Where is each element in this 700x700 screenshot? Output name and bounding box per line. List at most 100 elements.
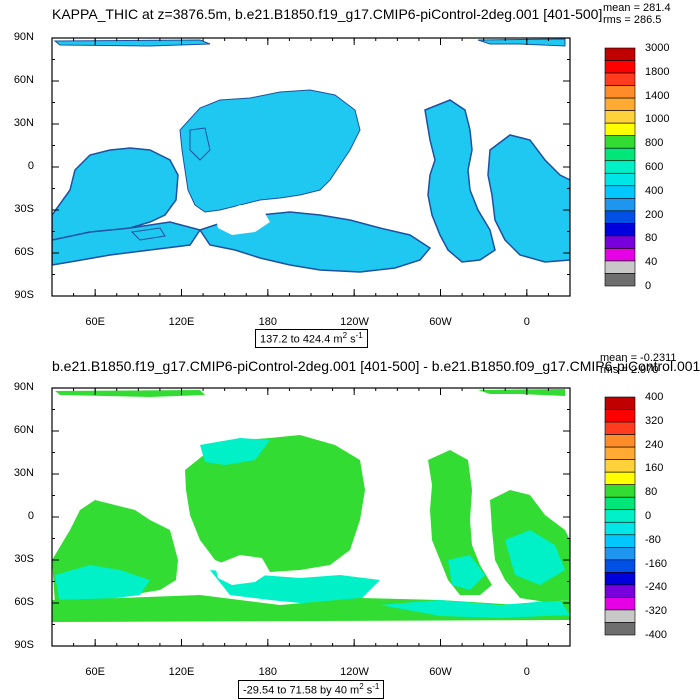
top-colorbar-label: 1400	[645, 89, 670, 102]
top-colorbar-swatch	[604, 248, 636, 262]
top-range-suffix: s	[347, 333, 356, 346]
top-colorbar-swatch	[604, 198, 636, 212]
bottom-colorbar-swatch	[604, 409, 636, 423]
bottom-colorbar-label: -320	[645, 605, 668, 618]
top-colorbar-label: 600	[645, 161, 664, 173]
top-colorbar-label: 40	[645, 256, 658, 269]
top-island-a	[189, 127, 211, 161]
top-colorbar-swatch	[604, 110, 636, 124]
bottom-colorbar-label: 0	[645, 510, 652, 522]
top-xtick-label: 120W	[340, 316, 369, 328]
top-ytick-label: 30S	[14, 203, 34, 215]
top-xtick-label: 120E	[168, 316, 195, 328]
bottom-colorbar-swatch	[604, 396, 636, 410]
bottom-colorbar-swatch	[604, 421, 636, 435]
top-range-suffix-exp: -1	[355, 331, 363, 340]
top-colorbar-swatch	[604, 97, 636, 111]
bottom-southern-cyan	[380, 600, 570, 618]
bottom-colorbar-label: 320	[645, 414, 664, 427]
bottom-ytick-label: 60N	[13, 424, 34, 436]
top-colorbar-label: 200	[645, 208, 664, 221]
bottom-colorbar-label: -160	[645, 557, 668, 570]
top-colorbar-swatch	[604, 172, 636, 187]
top-colorbar-swatch	[604, 85, 636, 99]
bottom-colorbar-label: 400	[645, 391, 664, 403]
top-mean: mean = 281.4	[603, 2, 671, 14]
top-colorbar-swatch	[604, 210, 636, 224]
bottom-pacific-cyan-north	[200, 438, 270, 465]
bottom-map-field	[52, 388, 570, 646]
bottom-colorbar-label: 240	[645, 438, 664, 451]
bottom-ytick-label: 90S	[14, 639, 34, 651]
top-colorbar-label: 1000	[645, 113, 670, 126]
bottom-colorbar-swatch	[604, 547, 636, 561]
top-colorbar-label: 0	[645, 280, 652, 292]
bottom-colorbar-swatch	[604, 496, 636, 511]
bottom-colorbar-label: -80	[645, 533, 661, 546]
bottom-range-exp: 2	[359, 682, 364, 691]
top-atlantic-east	[487, 134, 570, 263]
top-colorbar-label: 1800	[645, 65, 670, 78]
top-colorbar-swatch	[604, 235, 636, 249]
bottom-colorbar-swatch	[604, 459, 636, 473]
bottom-range-label: -29.54 to 71.58 by 40 m2 s-1	[238, 680, 385, 699]
bottom-colorbar-swatch	[604, 597, 636, 611]
bottom-arctic-band-west	[55, 390, 205, 397]
top-ytick-label: 30N	[13, 117, 34, 129]
top-pacific-north	[179, 89, 361, 213]
bottom-xtick-label: 0	[523, 666, 530, 678]
top-atlantic	[424, 99, 496, 263]
top-range-label: 137.2 to 424.4 m2 s-1	[255, 329, 368, 348]
top-range-text: 137.2 to 424.4 m	[260, 333, 343, 346]
top-colorbar-label: 800	[645, 137, 664, 150]
bottom-land-gap	[368, 490, 420, 565]
bottom-atlantic	[428, 450, 492, 595]
top-colorbar-swatch	[604, 147, 636, 162]
bottom-xtick-label: 120E	[168, 666, 195, 678]
top-arctic-band-east	[477, 38, 566, 47]
top-colorbar-label: 80	[645, 232, 658, 245]
top-land-australia	[215, 205, 270, 235]
top-colorbar-swatch	[604, 260, 636, 274]
bottom-colorbar-swatch	[604, 534, 636, 548]
top-colorbar-swatch	[604, 60, 636, 74]
top-map-field	[52, 38, 570, 296]
top-rms: rms = 286.5	[603, 14, 662, 26]
bottom-rms: rms = 2.970	[600, 364, 659, 376]
bottom-xtick-label: 120W	[340, 666, 369, 678]
top-plot-title: KAPPA_THIC at z=3876.5m, b.e21.B1850.f19…	[52, 6, 603, 22]
bottom-range-suffix-exp: -1	[372, 682, 380, 691]
bottom-ytick-label: 60S	[14, 596, 34, 608]
bottom-ytick-label: 90N	[13, 381, 34, 393]
bottom-colorbar-label: 160	[645, 462, 664, 475]
bottom-indian-cyan	[55, 565, 150, 605]
bottom-atlantic-east-cyan	[505, 530, 565, 585]
top-colorbar-swatch	[604, 185, 636, 199]
top-colorbar-label: 3000	[645, 42, 670, 54]
bottom-atlantic-cyan	[448, 555, 485, 590]
bottom-mean: mean = -0.2311	[600, 352, 677, 364]
bottom-ytick-label: 0	[27, 510, 34, 522]
top-land-gap	[365, 140, 420, 215]
bottom-colorbar-swatch	[604, 584, 636, 598]
bottom-xtick-label: 60W	[429, 666, 452, 678]
bottom-colorbar-swatch	[604, 559, 636, 573]
top-colorbar-swatch	[604, 47, 636, 61]
top-ytick-label: 60S	[14, 246, 34, 258]
bottom-colorbar-swatch	[604, 484, 636, 498]
bottom-xtick-label: 180	[258, 666, 277, 678]
bottom-colorbar-swatch	[604, 572, 636, 586]
bottom-range-suffix: s	[363, 684, 373, 697]
colorbars	[604, 47, 636, 636]
bottom-ytick-label: 30N	[13, 467, 34, 479]
bottom-colorbar-label: -240	[645, 581, 668, 594]
top-island-b	[130, 227, 166, 241]
bottom-colorbar-swatch	[604, 609, 636, 623]
bottom-arctic-band-east	[478, 389, 565, 396]
bottom-plot-title: b.e21.B1850.f19_g17.CMIP6-piControl-2deg…	[52, 358, 700, 374]
top-ytick-label: 90N	[13, 31, 34, 43]
top-xtick-label: 180	[258, 316, 277, 328]
bottom-land-australia	[215, 555, 270, 585]
bottom-range-text: -29.54 to 71.58 by 40 m	[243, 684, 360, 697]
